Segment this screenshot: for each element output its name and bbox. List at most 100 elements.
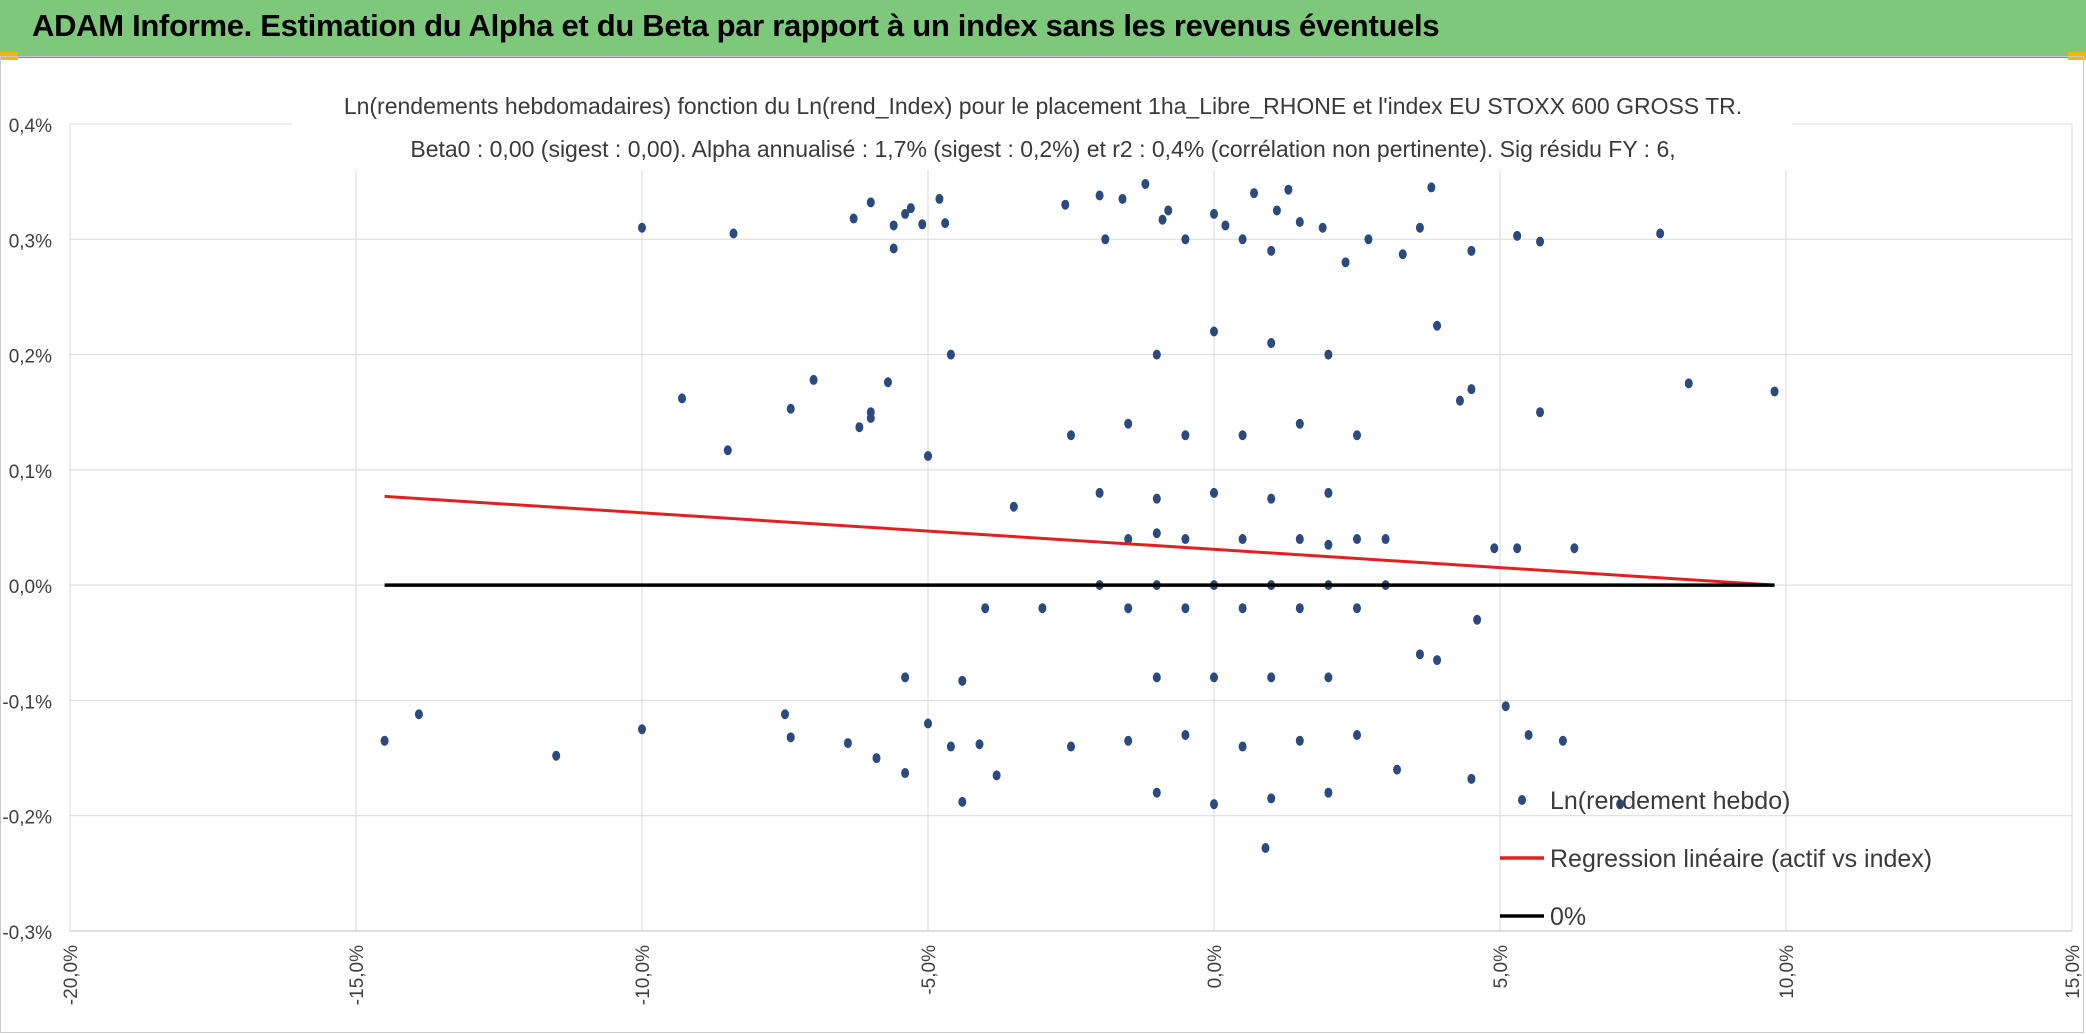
data-point: [992, 770, 1001, 781]
x-tick-label: 0,0%: [1205, 945, 1226, 988]
data-point: [958, 675, 967, 686]
y-tick-label: -0,2%: [2, 808, 52, 829]
data-point: [1238, 603, 1247, 614]
x-tick-label: -10,0%: [633, 945, 654, 1005]
data-point: [1261, 842, 1270, 853]
x-axis-ticks: -20,0% -15,0% -10,0% -5,0% 0,0% 5,0% 10,0% 15,0…: [61, 945, 2084, 1005]
data-point: [1267, 493, 1276, 504]
data-point: [1570, 543, 1579, 554]
data-point: [843, 738, 852, 749]
data-point: [946, 349, 955, 360]
data-point: [1210, 208, 1218, 219]
data-point: [1221, 220, 1230, 231]
y-tick-label: -0,3%: [2, 923, 52, 944]
data-point: [1353, 534, 1361, 545]
data-point: [1152, 787, 1161, 798]
data-point: [1164, 205, 1173, 216]
data-point: [1267, 672, 1276, 683]
data-point: [809, 374, 818, 385]
data-point: [1238, 741, 1247, 752]
data-point: [901, 672, 910, 683]
y-tick-label: 0,4%: [9, 116, 52, 137]
y-tick-label: 0,1%: [9, 462, 52, 483]
data-point: [1381, 534, 1390, 545]
data-point: [946, 741, 955, 752]
data-point: [1490, 543, 1499, 554]
data-point: [924, 451, 932, 462]
data-point: [1067, 430, 1075, 441]
data-point: [1295, 603, 1304, 614]
data-point: [1501, 701, 1510, 712]
data-point: [1324, 539, 1333, 550]
data-point: [1124, 418, 1133, 429]
data-point: [981, 603, 990, 614]
data-point: [872, 753, 881, 764]
x-tick-label: 10,0%: [1777, 945, 1798, 999]
data-points: [380, 178, 1779, 853]
data-point: [1067, 741, 1075, 752]
data-point: [723, 445, 732, 456]
data-point: [1284, 184, 1293, 195]
data-point: [1415, 222, 1424, 233]
data-point: [1124, 534, 1133, 545]
chart-title-background: [292, 84, 1792, 170]
grid-lines: [69, 123, 2073, 932]
data-point: [1341, 257, 1350, 268]
data-point: [1433, 655, 1442, 666]
data-point: [855, 422, 864, 433]
data-point: [1770, 386, 1779, 397]
data-point: [1210, 672, 1218, 683]
data-point: [1324, 672, 1333, 683]
legend: Ln(rendement hebdo) Regression linéaire (…: [1500, 787, 1932, 931]
title-bar: ADAM Informe. Estimation du Alpha et du …: [0, 0, 2086, 58]
y-axis-ticks: -0,3% -0,2% -0,1% 0,0% 0,1% 0,2% 0,3% 0,4%: [2, 116, 52, 944]
data-point: [1473, 614, 1482, 625]
data-point: [638, 724, 646, 735]
data-point: [1295, 418, 1304, 429]
data-point: [941, 218, 950, 229]
regression-line: [384, 494, 1775, 587]
data-point: [935, 193, 944, 204]
data-point: [1513, 230, 1522, 241]
data-point: [958, 796, 967, 807]
chart-frame: [0, 56, 2084, 1033]
data-point: [786, 403, 795, 414]
report-title: ADAM Informe. Estimation du Alpha et du …: [32, 8, 1440, 43]
x-tick-label: 5,0%: [1491, 945, 1512, 988]
data-point: [380, 735, 389, 746]
y-tick-label: -0,1%: [2, 692, 52, 713]
x-tick-label: -20,0%: [61, 945, 82, 1005]
data-point: [1318, 222, 1327, 233]
data-point: [1238, 534, 1247, 545]
data-point: [1141, 178, 1150, 189]
data-point: [1181, 730, 1190, 741]
data-point: [1536, 236, 1545, 247]
data-point: [1295, 534, 1304, 545]
data-point: [1124, 735, 1133, 746]
data-point: [889, 220, 898, 231]
data-point: [975, 739, 984, 750]
data-point: [1364, 234, 1373, 245]
data-point: [1616, 799, 1625, 810]
data-point: [1152, 528, 1161, 539]
data-point: [866, 407, 875, 418]
data-point: [906, 203, 915, 214]
legend-label: Regression linéaire (actif vs index): [1550, 845, 1932, 873]
data-point: [1061, 199, 1070, 210]
data-point: [786, 732, 795, 743]
legend-label: Ln(rendement hebdo): [1550, 787, 1790, 815]
data-point: [1238, 430, 1247, 441]
data-point: [1295, 735, 1304, 746]
data-point: [901, 768, 910, 779]
data-point: [1684, 378, 1693, 389]
data-point: [849, 213, 858, 224]
data-point: [901, 208, 910, 219]
data-point: [1118, 193, 1127, 204]
data-point: [1210, 799, 1218, 810]
data-point: [1427, 182, 1436, 193]
data-point: [1210, 326, 1218, 337]
legend-marker: [1518, 795, 1526, 805]
data-point: [1415, 649, 1424, 660]
data-point: [552, 750, 561, 761]
